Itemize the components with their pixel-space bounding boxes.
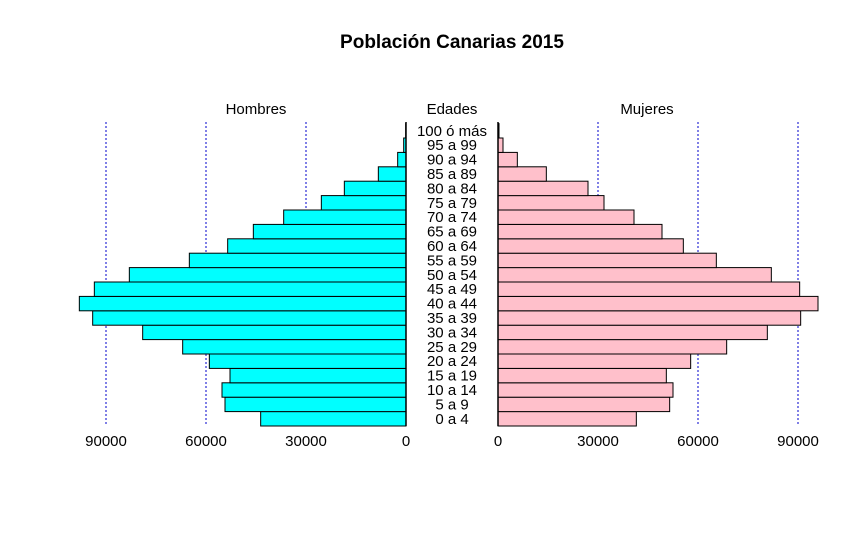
age-label-7: 35 a 39 bbox=[427, 310, 477, 327]
bar-mujeres-3 bbox=[497, 367, 667, 384]
age-label-20: 100 ó más bbox=[417, 123, 487, 140]
right-series-label: Mujeres bbox=[620, 101, 673, 118]
bar-mujeres-10 bbox=[497, 267, 772, 283]
age-label-9: 45 a 49 bbox=[427, 281, 477, 298]
age-label-14: 70 a 74 bbox=[427, 209, 477, 226]
bar-mujeres-6 bbox=[497, 324, 768, 341]
bar-hombres-2 bbox=[221, 382, 407, 398]
bar-hombres-3 bbox=[229, 367, 407, 384]
bar-mujeres-0 bbox=[497, 411, 637, 427]
tick-right-1: 30000 bbox=[577, 433, 619, 450]
tick-right-0: 0 bbox=[494, 433, 502, 450]
bar-mujeres-14 bbox=[497, 209, 635, 225]
bar-hombres-13 bbox=[252, 223, 407, 240]
age-label-12: 60 a 64 bbox=[427, 238, 477, 255]
bar-hombres-8 bbox=[78, 295, 407, 312]
bar-hombres-17 bbox=[377, 166, 407, 182]
tick-left-3: 0 bbox=[402, 433, 410, 450]
age-label-5: 25 a 29 bbox=[427, 339, 477, 356]
bar-mujeres-12 bbox=[497, 238, 684, 254]
bar-mujeres-13 bbox=[497, 223, 663, 240]
age-label-1: 5 a 9 bbox=[435, 396, 468, 413]
bar-hombres-7 bbox=[92, 310, 407, 326]
bar-hombres-10 bbox=[128, 267, 407, 283]
bar-hombres-16 bbox=[343, 180, 407, 197]
age-label-4: 20 a 24 bbox=[427, 353, 477, 370]
age-label-6: 30 a 34 bbox=[427, 324, 477, 341]
right-x-ticks: 0 30000 60000 90000 bbox=[494, 433, 819, 450]
age-label-10: 50 a 54 bbox=[427, 267, 477, 284]
tick-left-1: 60000 bbox=[185, 433, 227, 450]
bar-mujeres-15 bbox=[497, 195, 605, 211]
age-label-8: 40 a 44 bbox=[427, 296, 477, 313]
bar-hombres-9 bbox=[93, 281, 407, 297]
tick-right-2: 60000 bbox=[677, 433, 719, 450]
bar-hombres-6 bbox=[142, 324, 407, 341]
bar-mujeres-4 bbox=[497, 353, 692, 369]
bar-hombres-11 bbox=[188, 252, 407, 269]
bar-mujeres-11 bbox=[497, 252, 717, 269]
bar-hombres-5 bbox=[182, 339, 407, 355]
age-label-0: 0 a 4 bbox=[435, 411, 468, 428]
age-label-3: 15 a 19 bbox=[427, 368, 477, 385]
bar-hombres-12 bbox=[227, 238, 407, 254]
bar-hombres-0 bbox=[260, 411, 407, 427]
age-label-17: 85 a 89 bbox=[427, 166, 477, 183]
bar-hombres-18 bbox=[397, 151, 407, 168]
bar-mujeres-18 bbox=[497, 151, 518, 168]
bar-mujeres-7 bbox=[497, 310, 802, 326]
age-label-16: 80 a 84 bbox=[427, 180, 477, 197]
bar-mujeres-8 bbox=[497, 295, 819, 312]
chart-title: Población Canarias 2015 bbox=[340, 32, 564, 53]
age-label-11: 55 a 59 bbox=[427, 252, 477, 269]
bar-mujeres-5 bbox=[497, 339, 728, 355]
tick-left-0: 90000 bbox=[85, 433, 127, 450]
bar-hombres-14 bbox=[283, 209, 407, 225]
hombres-bars bbox=[78, 123, 407, 427]
bar-mujeres-1 bbox=[497, 396, 671, 413]
bar-hombres-1 bbox=[224, 396, 407, 413]
bar-mujeres-17 bbox=[497, 166, 547, 182]
tick-right-3: 90000 bbox=[777, 433, 819, 450]
bar-mujeres-2 bbox=[497, 382, 674, 398]
age-label-13: 65 a 69 bbox=[427, 224, 477, 241]
bar-mujeres-16 bbox=[497, 180, 589, 197]
bar-hombres-15 bbox=[320, 195, 407, 211]
left-x-ticks: 90000 60000 30000 0 bbox=[85, 433, 410, 450]
age-label-19: 95 a 99 bbox=[427, 137, 477, 154]
age-label-15: 75 a 79 bbox=[427, 195, 477, 212]
center-label: Edades bbox=[427, 101, 478, 118]
age-label-18: 90 a 94 bbox=[427, 152, 477, 169]
tick-left-2: 30000 bbox=[285, 433, 327, 450]
bar-hombres-4 bbox=[208, 353, 407, 369]
bar-mujeres-9 bbox=[497, 281, 801, 297]
left-series-label: Hombres bbox=[226, 101, 287, 118]
age-label-2: 10 a 14 bbox=[427, 382, 477, 399]
mujeres-bars bbox=[497, 123, 819, 427]
